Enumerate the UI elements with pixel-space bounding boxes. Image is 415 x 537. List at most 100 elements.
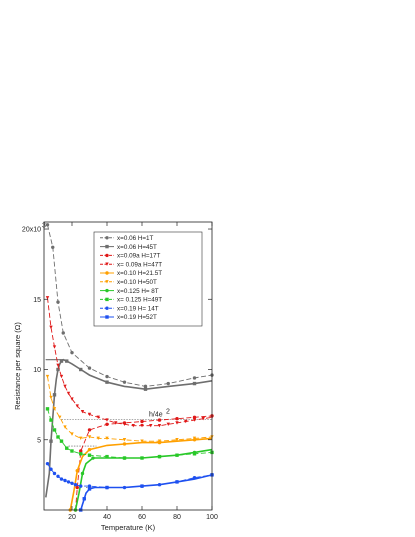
data-point — [70, 449, 74, 453]
y-axis-label: Resistance per square (Ω) — [13, 322, 22, 410]
data-point — [79, 436, 83, 441]
data-point — [96, 415, 100, 419]
series-3 — [73, 414, 214, 512]
data-point — [175, 438, 179, 442]
legend-label: x= 0.09a H=47T — [117, 261, 162, 268]
data-point — [70, 350, 74, 355]
data-point — [49, 395, 53, 400]
data-point — [175, 416, 179, 421]
x-tick-label: 80 — [173, 514, 181, 521]
x-axis-label: Temperature (K) — [101, 523, 156, 532]
series-line — [75, 415, 213, 511]
data-point — [70, 397, 74, 401]
data-point — [58, 415, 62, 419]
data-point — [105, 422, 109, 427]
data-point — [105, 306, 109, 310]
data-point — [140, 484, 144, 488]
data-point — [149, 424, 153, 428]
h-over-4e2-annotation: h/4e 2 — [149, 408, 170, 418]
data-point — [65, 359, 69, 363]
data-point — [143, 384, 148, 389]
x-tick-label: 100 — [206, 514, 218, 521]
series-9 — [45, 461, 214, 490]
data-point — [157, 439, 162, 443]
data-point — [122, 456, 127, 460]
series-line — [69, 437, 213, 511]
data-point — [140, 456, 144, 460]
data-point — [45, 296, 50, 300]
data-point — [52, 393, 57, 397]
data-point — [91, 456, 95, 460]
series-1 — [45, 223, 214, 389]
y-tick-label: 5 — [37, 437, 41, 444]
data-point — [59, 477, 64, 481]
legend-box — [93, 231, 203, 327]
legend-label: x=0.10 H=50T — [117, 279, 157, 286]
data-point — [70, 481, 74, 486]
data-point — [175, 480, 179, 484]
data-point — [122, 422, 127, 427]
data-point — [192, 415, 197, 419]
data-point — [52, 345, 57, 349]
data-point — [65, 446, 69, 450]
data-point — [105, 380, 109, 384]
data-point — [192, 436, 197, 441]
data-point — [80, 409, 85, 414]
data-point — [56, 367, 60, 372]
data-point — [122, 438, 127, 442]
data-point — [79, 367, 83, 372]
series-line — [47, 376, 213, 442]
data-point — [45, 223, 50, 227]
data-point — [80, 471, 85, 476]
data-point — [105, 253, 109, 258]
legend-label: x=0.10 H=21.5T — [117, 270, 162, 277]
data-point — [87, 366, 92, 370]
data-point — [87, 447, 92, 452]
series-line — [47, 224, 213, 387]
data-point — [175, 421, 179, 425]
legend-label: x=0.06 H=45T — [117, 244, 157, 251]
data-point — [63, 425, 67, 429]
y-tick-exponent: 3 — [42, 223, 46, 230]
data-point — [166, 422, 170, 427]
data-point — [143, 387, 148, 391]
data-point — [201, 416, 205, 421]
data-point — [105, 262, 109, 266]
data-point — [49, 325, 53, 330]
data-point — [56, 363, 60, 367]
data-point — [157, 454, 162, 459]
data-point — [184, 419, 188, 424]
data-point — [87, 453, 92, 457]
data-point — [96, 436, 100, 441]
data-point — [105, 315, 109, 319]
data-point — [79, 484, 83, 488]
data-point — [82, 497, 86, 501]
data-point — [192, 376, 197, 380]
data-point — [63, 478, 67, 483]
data-point — [63, 384, 67, 389]
data-point — [66, 391, 71, 396]
data-point — [45, 374, 50, 379]
series-line — [80, 474, 213, 511]
data-point — [56, 474, 60, 478]
series-5 — [68, 437, 213, 512]
legend-label: x=0.09a H=17T — [117, 253, 161, 260]
series-line — [45, 358, 213, 498]
y-tick-label: 20x10 — [22, 227, 41, 234]
data-point — [75, 485, 79, 490]
data-point — [87, 435, 92, 439]
data-point — [105, 418, 109, 422]
data-point — [66, 480, 71, 484]
plot-area — [45, 223, 214, 512]
x-tick-label: 40 — [103, 514, 111, 521]
y-tick-label: 15 — [33, 297, 41, 304]
data-point — [105, 244, 109, 249]
data-point — [49, 467, 53, 471]
data-point — [105, 271, 109, 275]
data-point — [49, 418, 53, 422]
data-point — [192, 381, 197, 386]
data-point — [105, 374, 109, 379]
data-point — [52, 407, 57, 411]
data-point — [140, 439, 144, 443]
